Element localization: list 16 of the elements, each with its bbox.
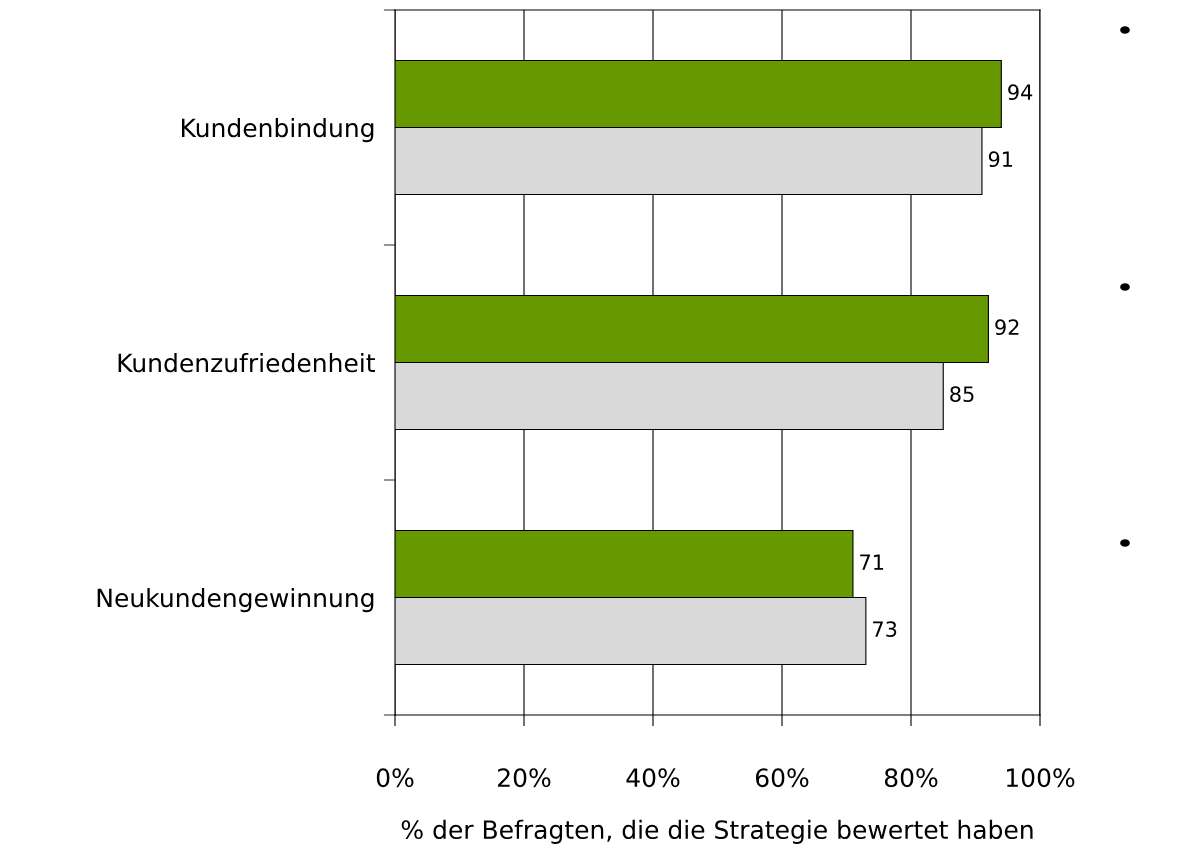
x-tick-label: 60%	[755, 768, 809, 788]
data-label: 92	[995, 319, 1019, 336]
y-tick-label: Kundenzufriedenheit	[118, 353, 375, 373]
y-tick-label: Neukundengewinnung	[97, 588, 374, 613]
y-tick-label: Kundenbindung	[181, 118, 374, 143]
x-tick-label: 0%	[376, 768, 414, 788]
data-label: 85	[950, 386, 974, 403]
x-tick-label: 80%	[884, 768, 938, 788]
data-label: 73	[873, 621, 897, 638]
data-label: 94	[1008, 84, 1033, 101]
x-tick-label: 20%	[498, 768, 551, 788]
data-label: 91	[988, 151, 1013, 168]
x-axis-title: % der Befragten, die die Strategie bewertet haben	[401, 819, 1033, 844]
data-label: 71	[860, 554, 884, 570]
x-tick-label: 40%	[626, 768, 680, 788]
x-tick-label: 100%	[1007, 768, 1075, 788]
